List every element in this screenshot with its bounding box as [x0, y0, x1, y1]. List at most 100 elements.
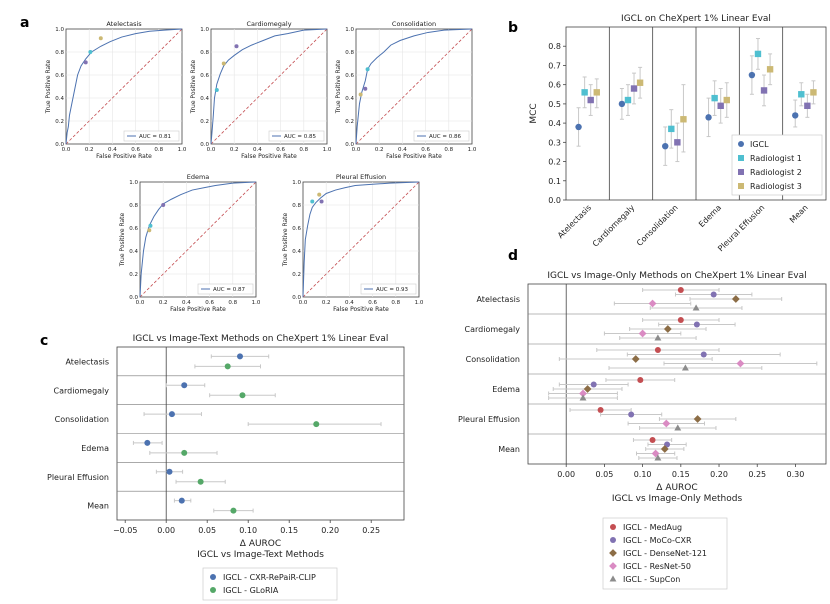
category-label: Atelectasis [476, 295, 520, 304]
data-point [693, 415, 702, 423]
data-point [674, 139, 681, 146]
radiologist-point [221, 61, 226, 66]
x-axis-label: False Positive Rate [241, 153, 297, 160]
x-tick-label: 0.05 [198, 526, 216, 535]
roc-subplot: 0.00.0 0.2 0.2 0.4 0.4 0.6 0.6 0.8 0.8 1.0 1.0 Edem… [119, 173, 261, 313]
y-tick-label: 0.5 [548, 100, 561, 109]
y-tick-label: 0.7 [548, 61, 561, 70]
legend-box [602, 517, 728, 590]
data-point [654, 454, 662, 461]
x-axis-sublabel: IGCL vs Image-Only Methods [612, 494, 743, 504]
y-axis-label: True Positive Rate [119, 212, 126, 267]
category-label: Cardiomegaly [54, 386, 110, 395]
category-label: Mean [498, 445, 520, 454]
radiologist-point [148, 223, 153, 228]
radiologist-point [161, 203, 166, 207]
x-tick-label: 0.00 [157, 526, 175, 535]
radiologist-point [365, 67, 370, 72]
data-point [587, 96, 594, 104]
category-label: Pleural Effusion [458, 415, 520, 424]
x-tick-label: 0.8 [228, 300, 237, 306]
data-point [760, 87, 768, 94]
radiologist-point [214, 87, 219, 92]
data-point [638, 329, 647, 338]
data-point [663, 325, 672, 333]
y-tick-label: 0.2 [548, 158, 561, 167]
roc-subplot: 0.00.0 0.2 0.2 0.4 0.4 0.6 0.6 0.8 0.8 1.0 1.0 Atel… [45, 20, 187, 160]
data-point [618, 100, 626, 108]
y-tick-label: 1.0 [129, 180, 138, 186]
legend-marker [609, 575, 617, 582]
x-tick-label: 0.30 [787, 470, 805, 479]
data-point [668, 125, 675, 133]
data-point [660, 445, 669, 453]
y-tick-label: 0.8 [129, 203, 138, 209]
data-point [717, 102, 724, 110]
data-point [168, 411, 175, 418]
y-tick-label: 0.4 [548, 119, 561, 128]
y-tick-label: 0.6 [292, 226, 301, 232]
y-tick-label: 0.0 [129, 295, 138, 301]
x-tick-label: 1.0 [415, 300, 424, 306]
auc-label: AUC = 0.87 [213, 287, 245, 293]
y-tick-label: 0.6 [548, 81, 561, 90]
legend-marker [610, 524, 616, 530]
category-label: Atelectasis [556, 203, 593, 240]
chart-title: IGCL vs Image-Text Methods on CheXpert 1… [133, 334, 389, 344]
x-tick-label: 0.10 [239, 526, 257, 535]
y-tick-label: 0.8 [345, 50, 354, 56]
y-axis-label: True Positive Rate [45, 59, 52, 114]
y-tick-label: 1.0 [345, 27, 354, 33]
category-label: Mean [788, 203, 810, 225]
data-point [693, 321, 700, 328]
legend-label: IGCL - CXR-RePaiR-CLIP [223, 573, 316, 582]
y-tick-label: 0.6 [129, 226, 138, 232]
y-tick-label: 0.4 [292, 249, 301, 255]
x-tick-label: 0.25 [748, 470, 766, 479]
x-tick-label: 0.4 [253, 147, 262, 153]
y-tick-label: 0.0 [55, 142, 64, 148]
subplot-title: Consolidation [392, 20, 436, 28]
y-tick-label: 0.4 [200, 96, 209, 102]
roc-subplot: 0.00.0 0.2 0.2 0.4 0.4 0.6 0.6 0.8 0.8 1.0 1.0 Pleu… [282, 173, 424, 313]
category-label: Pleural Effusion [47, 473, 109, 482]
x-tick-label: 0.00 [557, 470, 575, 479]
data-point [583, 385, 592, 393]
data-point [798, 91, 805, 98]
subplot-title: Edema [187, 173, 210, 181]
x-tick-label: 0.8 [154, 147, 163, 153]
legend-marker [738, 183, 744, 189]
legend-marker [610, 537, 616, 543]
data-point [597, 407, 604, 413]
chance-line [65, 28, 183, 145]
data-point [313, 421, 320, 428]
data-point [636, 79, 644, 86]
legend-box [123, 130, 180, 142]
category-label: Pleural Effusion [716, 203, 766, 253]
x-tick-label: 0.6 [131, 147, 140, 153]
x-tick-label: 1.0 [323, 147, 332, 153]
legend-box [202, 567, 338, 601]
legend-marker [738, 141, 744, 147]
radiologist-point [234, 44, 239, 49]
category-label: Cardiomegaly [465, 325, 521, 334]
legend-label: IGCL - GLoRIA [223, 586, 279, 595]
roc-curve [65, 28, 183, 145]
auc-label: AUC = 0.86 [429, 134, 461, 140]
radiologist-point [147, 228, 152, 233]
roc-curve [302, 181, 420, 298]
x-tick-label: 0.4 [345, 300, 354, 306]
y-tick-label: 0.0 [200, 142, 209, 148]
x-tick-label: 0.10 [634, 470, 652, 479]
data-point [654, 334, 662, 341]
data-point [181, 382, 188, 389]
panel-label-d: d [508, 248, 518, 264]
legend-label: IGCL - MoCo-CXR [623, 536, 692, 545]
legend-marker [210, 574, 216, 580]
data-point [662, 419, 671, 428]
y-axis-label: MCC [529, 103, 539, 123]
data-point [705, 114, 712, 121]
legend-label: IGCL - ResNet-50 [623, 562, 691, 571]
data-point [144, 439, 151, 446]
radiologist-point [317, 192, 322, 197]
